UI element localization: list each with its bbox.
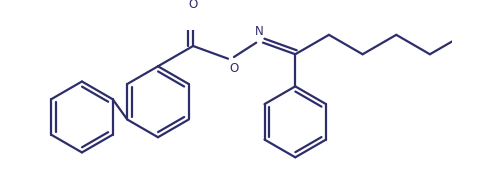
Text: O: O: [230, 62, 239, 75]
Text: O: O: [189, 0, 198, 11]
Text: N: N: [254, 25, 263, 38]
